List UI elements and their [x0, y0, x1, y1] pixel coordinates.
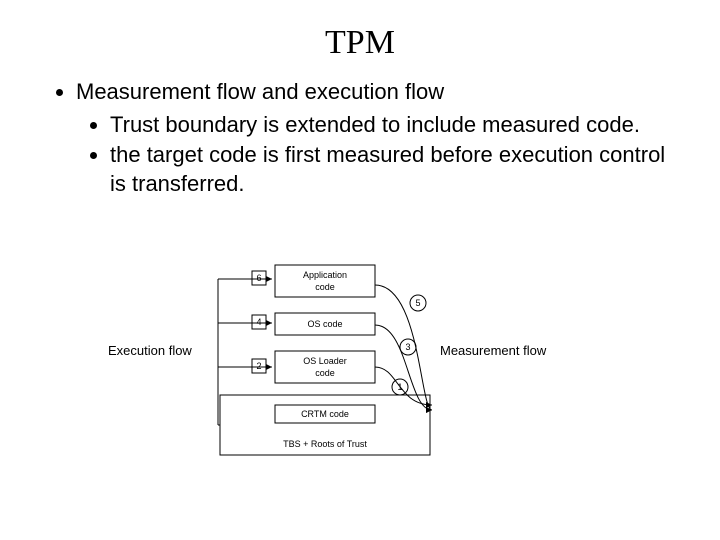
- num-1: 1: [397, 382, 402, 392]
- num-4: 4: [256, 317, 261, 327]
- slide: TPM Measurement flow and execution flow …: [0, 0, 720, 540]
- exec-flow-label: Execution flow: [108, 343, 192, 358]
- crtm-label: CRTM code: [301, 409, 349, 419]
- app-label-2: code: [315, 282, 335, 292]
- num-3: 3: [405, 342, 410, 352]
- loader-label-1: OS Loader: [303, 356, 347, 366]
- num-2: 2: [256, 361, 261, 371]
- bullet-list: Measurement flow and execution flow Trus…: [50, 78, 670, 200]
- meas-flow-label: Measurement flow: [440, 343, 547, 358]
- num-5: 5: [415, 298, 420, 308]
- bullet-1-text: Measurement flow and execution flow: [76, 79, 444, 104]
- bullet-1: Measurement flow and execution flow Trus…: [76, 78, 670, 198]
- bullet-1b: the target code is first measured before…: [110, 141, 670, 198]
- loader-label-2: code: [315, 368, 335, 378]
- app-label-1: Application: [303, 270, 347, 280]
- flow-diagram: TBS + Roots of Trust CRTM code OS Loader…: [100, 250, 620, 510]
- num-6: 6: [256, 273, 261, 283]
- tbs-label: TBS + Roots of Trust: [283, 439, 367, 449]
- slide-title: TPM: [0, 24, 720, 62]
- os-label: OS code: [307, 319, 342, 329]
- meas-os-to-tbs: [375, 325, 432, 410]
- bullet-1a: Trust boundary is extended to include me…: [110, 111, 670, 140]
